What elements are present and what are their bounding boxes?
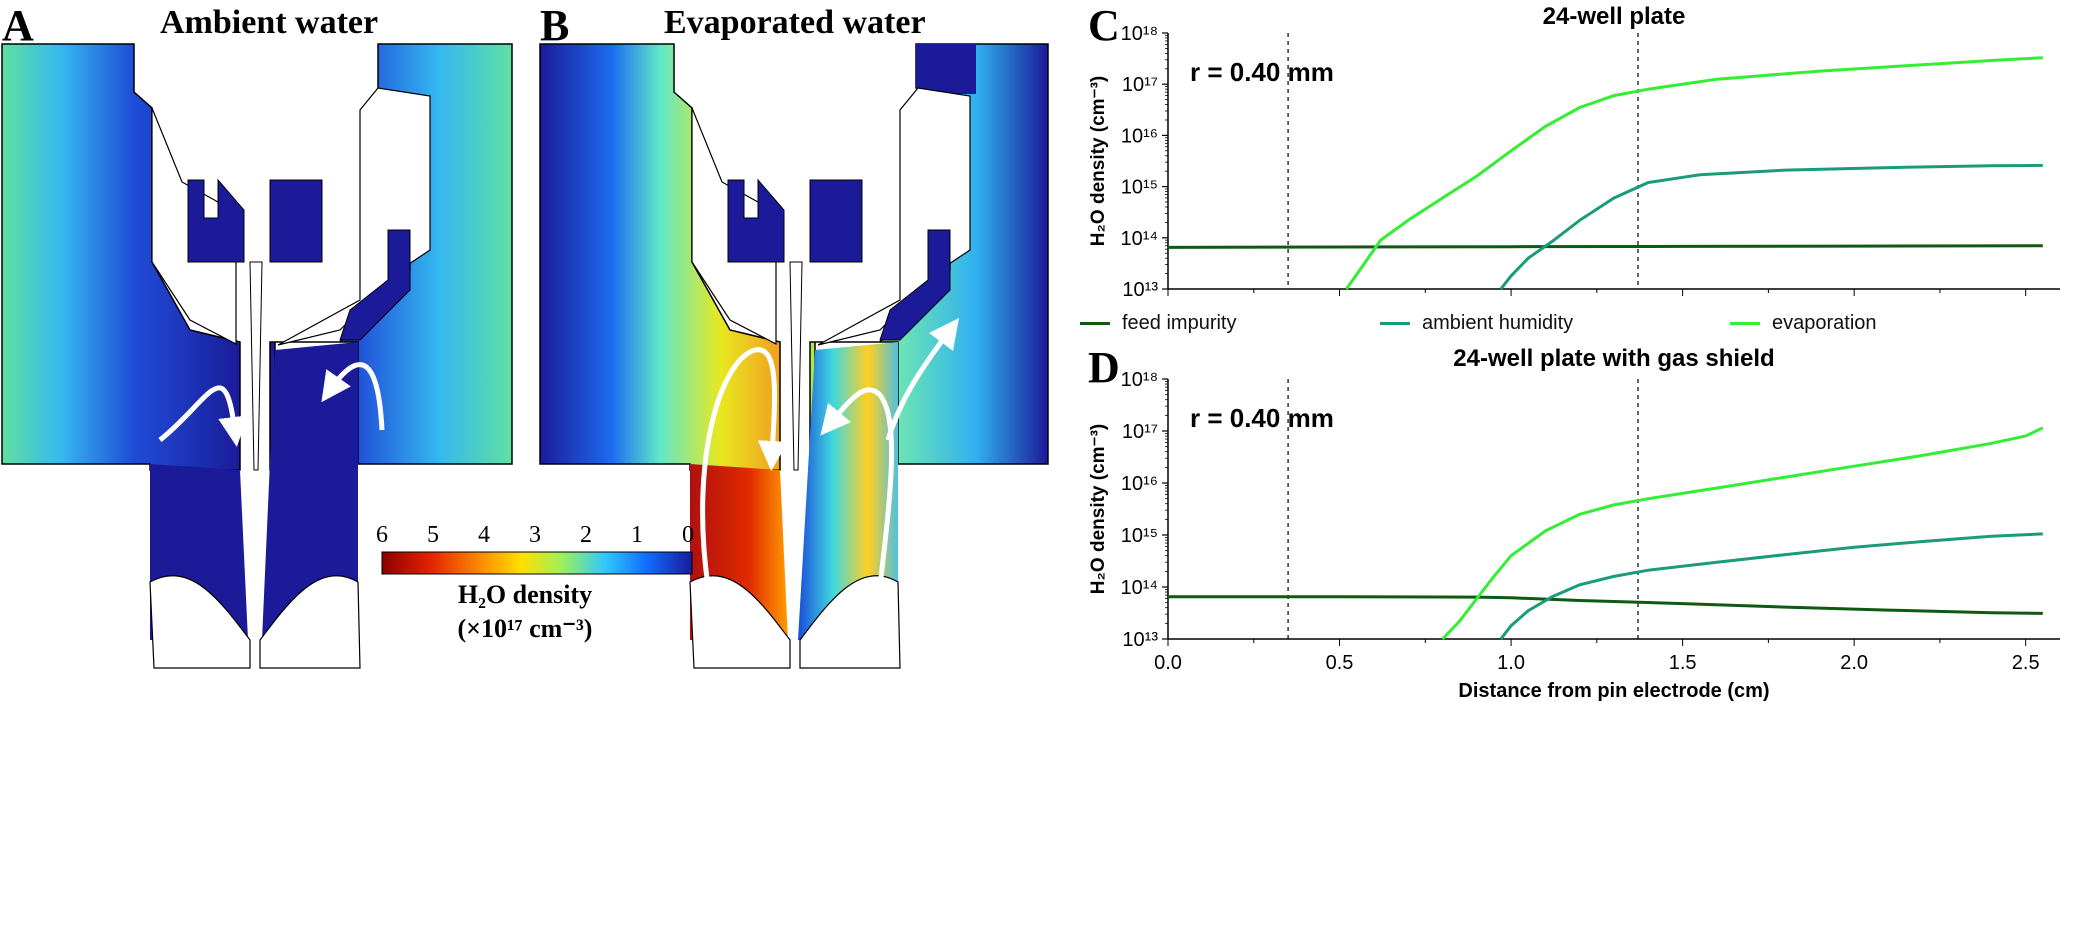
panel-b-letter: B [540,1,570,50]
y-tick-label: 10¹⁷ [1122,421,1158,443]
chart-d: 24-well plate with gas shield 10¹³ 10¹⁴ 10¹… [1088,345,2060,702]
annotation-radius: r = 0.40 mm [1190,57,1334,87]
panel-d-letter: D [1088,343,1120,392]
y-tick-label: 10¹⁷ [1122,74,1158,96]
colorbar-tick: 2 [580,522,592,548]
panel-b-cup-right [799,575,901,669]
panel-a-electrode-left [187,178,245,263]
x-tick-label: 0.0 [1154,652,1182,674]
y-tick-label: 10¹³ [1122,279,1158,301]
y-tick-label: 10¹⁵ [1121,525,1158,547]
panel-b-top-dark [916,44,976,94]
legend-swatch [1080,322,1110,325]
panel-a-right-baffle [339,229,411,341]
y-tick-label: 10¹⁸ [1121,369,1158,391]
panel-a-flow-arrow-right [321,362,385,431]
colorbar-title-line2: (×10¹⁷ cm⁻³) [457,614,593,643]
y-tick-label: 10¹⁶ [1121,473,1158,495]
y-tick-label: 10¹⁸ [1121,23,1158,45]
x-tick-label: 1.5 [1669,652,1697,674]
series-line-feed-impurity [1168,595,2043,615]
y-axis-label: H₂O density (cm⁻³) [1088,76,1109,247]
series-line-ambient-humidity [1499,163,2043,290]
colorbar-tick: 4 [478,522,490,548]
x-tick-label: 0.5 [1326,652,1354,674]
colorbar-tick: 1 [631,522,643,548]
panel-b-right-baffle [879,229,951,341]
y-tick-label: 10¹⁴ [1121,228,1159,250]
legend-swatch [1380,322,1410,325]
chart-legend: feed impurity ambient humidity evaporati… [1075,312,2095,342]
panel-b-electrode-right [809,179,863,263]
chart-title: 24-well plate with gas shield [1453,345,1774,372]
panel-b-pin [789,261,803,471]
panel-a-pin [249,261,263,471]
chart-title: 24-well plate [1543,3,1686,30]
panel-b-left-field [539,43,781,471]
x-tick-label: 2.0 [1840,652,1868,674]
legend-item-feed-impurity: feed impurity [1080,312,1237,335]
colorbar-tick: 5 [427,522,439,548]
series-line-feed-impurity [1167,244,2043,249]
x-axis-label: Distance from pin electrode (cm) [1458,680,1769,702]
colorbar-ticks: 6 5 4 3 2 1 0 [362,522,694,548]
panel-b-flow-arrow-up [885,317,959,441]
chart-c: 24-well plate 10¹³ 10¹⁴ 10¹⁵ 10¹⁶ 10¹⁷ 10¹⁸ H₂O… [1088,3,2060,301]
series-line-evaporation [1441,426,2044,641]
colorbar-title: H₂O density (×10¹⁷ cm⁻³) [380,578,670,646]
y-tick-label: 10¹³ [1122,629,1158,651]
panel-a-letter: A [2,1,34,50]
legend-label: evaporation [1772,312,1877,334]
y-axis-label: H₂O density (cm⁻³) [1088,424,1109,595]
simulation-panels [1,43,1049,669]
colorbar-tick: 0 [682,522,694,548]
colorbar-tick: 3 [529,522,541,548]
panel-b-flow-arrow-right [820,387,895,587]
panel-a-well [150,342,358,640]
panel-a-left-field [1,43,241,471]
panel-b-flow-arrow-left [700,347,788,587]
panel-a-cup-right [259,575,361,669]
colorbar-tick: 6 [376,522,388,548]
panel-b-title: Evaporated water [664,4,926,41]
legend-swatch [1730,322,1760,325]
y-tick-label: 10¹⁶ [1121,125,1158,147]
panel-a-cup-left [149,575,251,669]
panel-a-electrode-right [269,179,323,263]
y-tick-label: 10¹⁵ [1121,177,1158,199]
panel-c-letter: C [1088,1,1120,50]
legend-label: ambient humidity [1422,312,1574,334]
panel-a-title: Ambient water [160,4,379,41]
colorbar [381,551,693,575]
colorbar-title-line1: H₂O density [457,580,593,609]
panel-b-electrode-left [727,178,785,263]
legend-item-evaporation: evaporation [1730,312,1877,335]
legend-item-ambient-humidity: ambient humidity [1380,312,1573,335]
x-tick-label: 2.5 [2012,652,2040,674]
panel-a-flow-arrow-left [158,385,249,447]
y-tick-label: 10¹⁴ [1121,577,1159,599]
series-line-evaporation [1345,56,2043,290]
x-tick-label: 1.0 [1497,652,1525,674]
legend-label: feed impurity [1122,312,1237,334]
series-line-ambient-humidity [1499,532,2043,640]
annotation-radius: r = 0.40 mm [1190,403,1334,433]
